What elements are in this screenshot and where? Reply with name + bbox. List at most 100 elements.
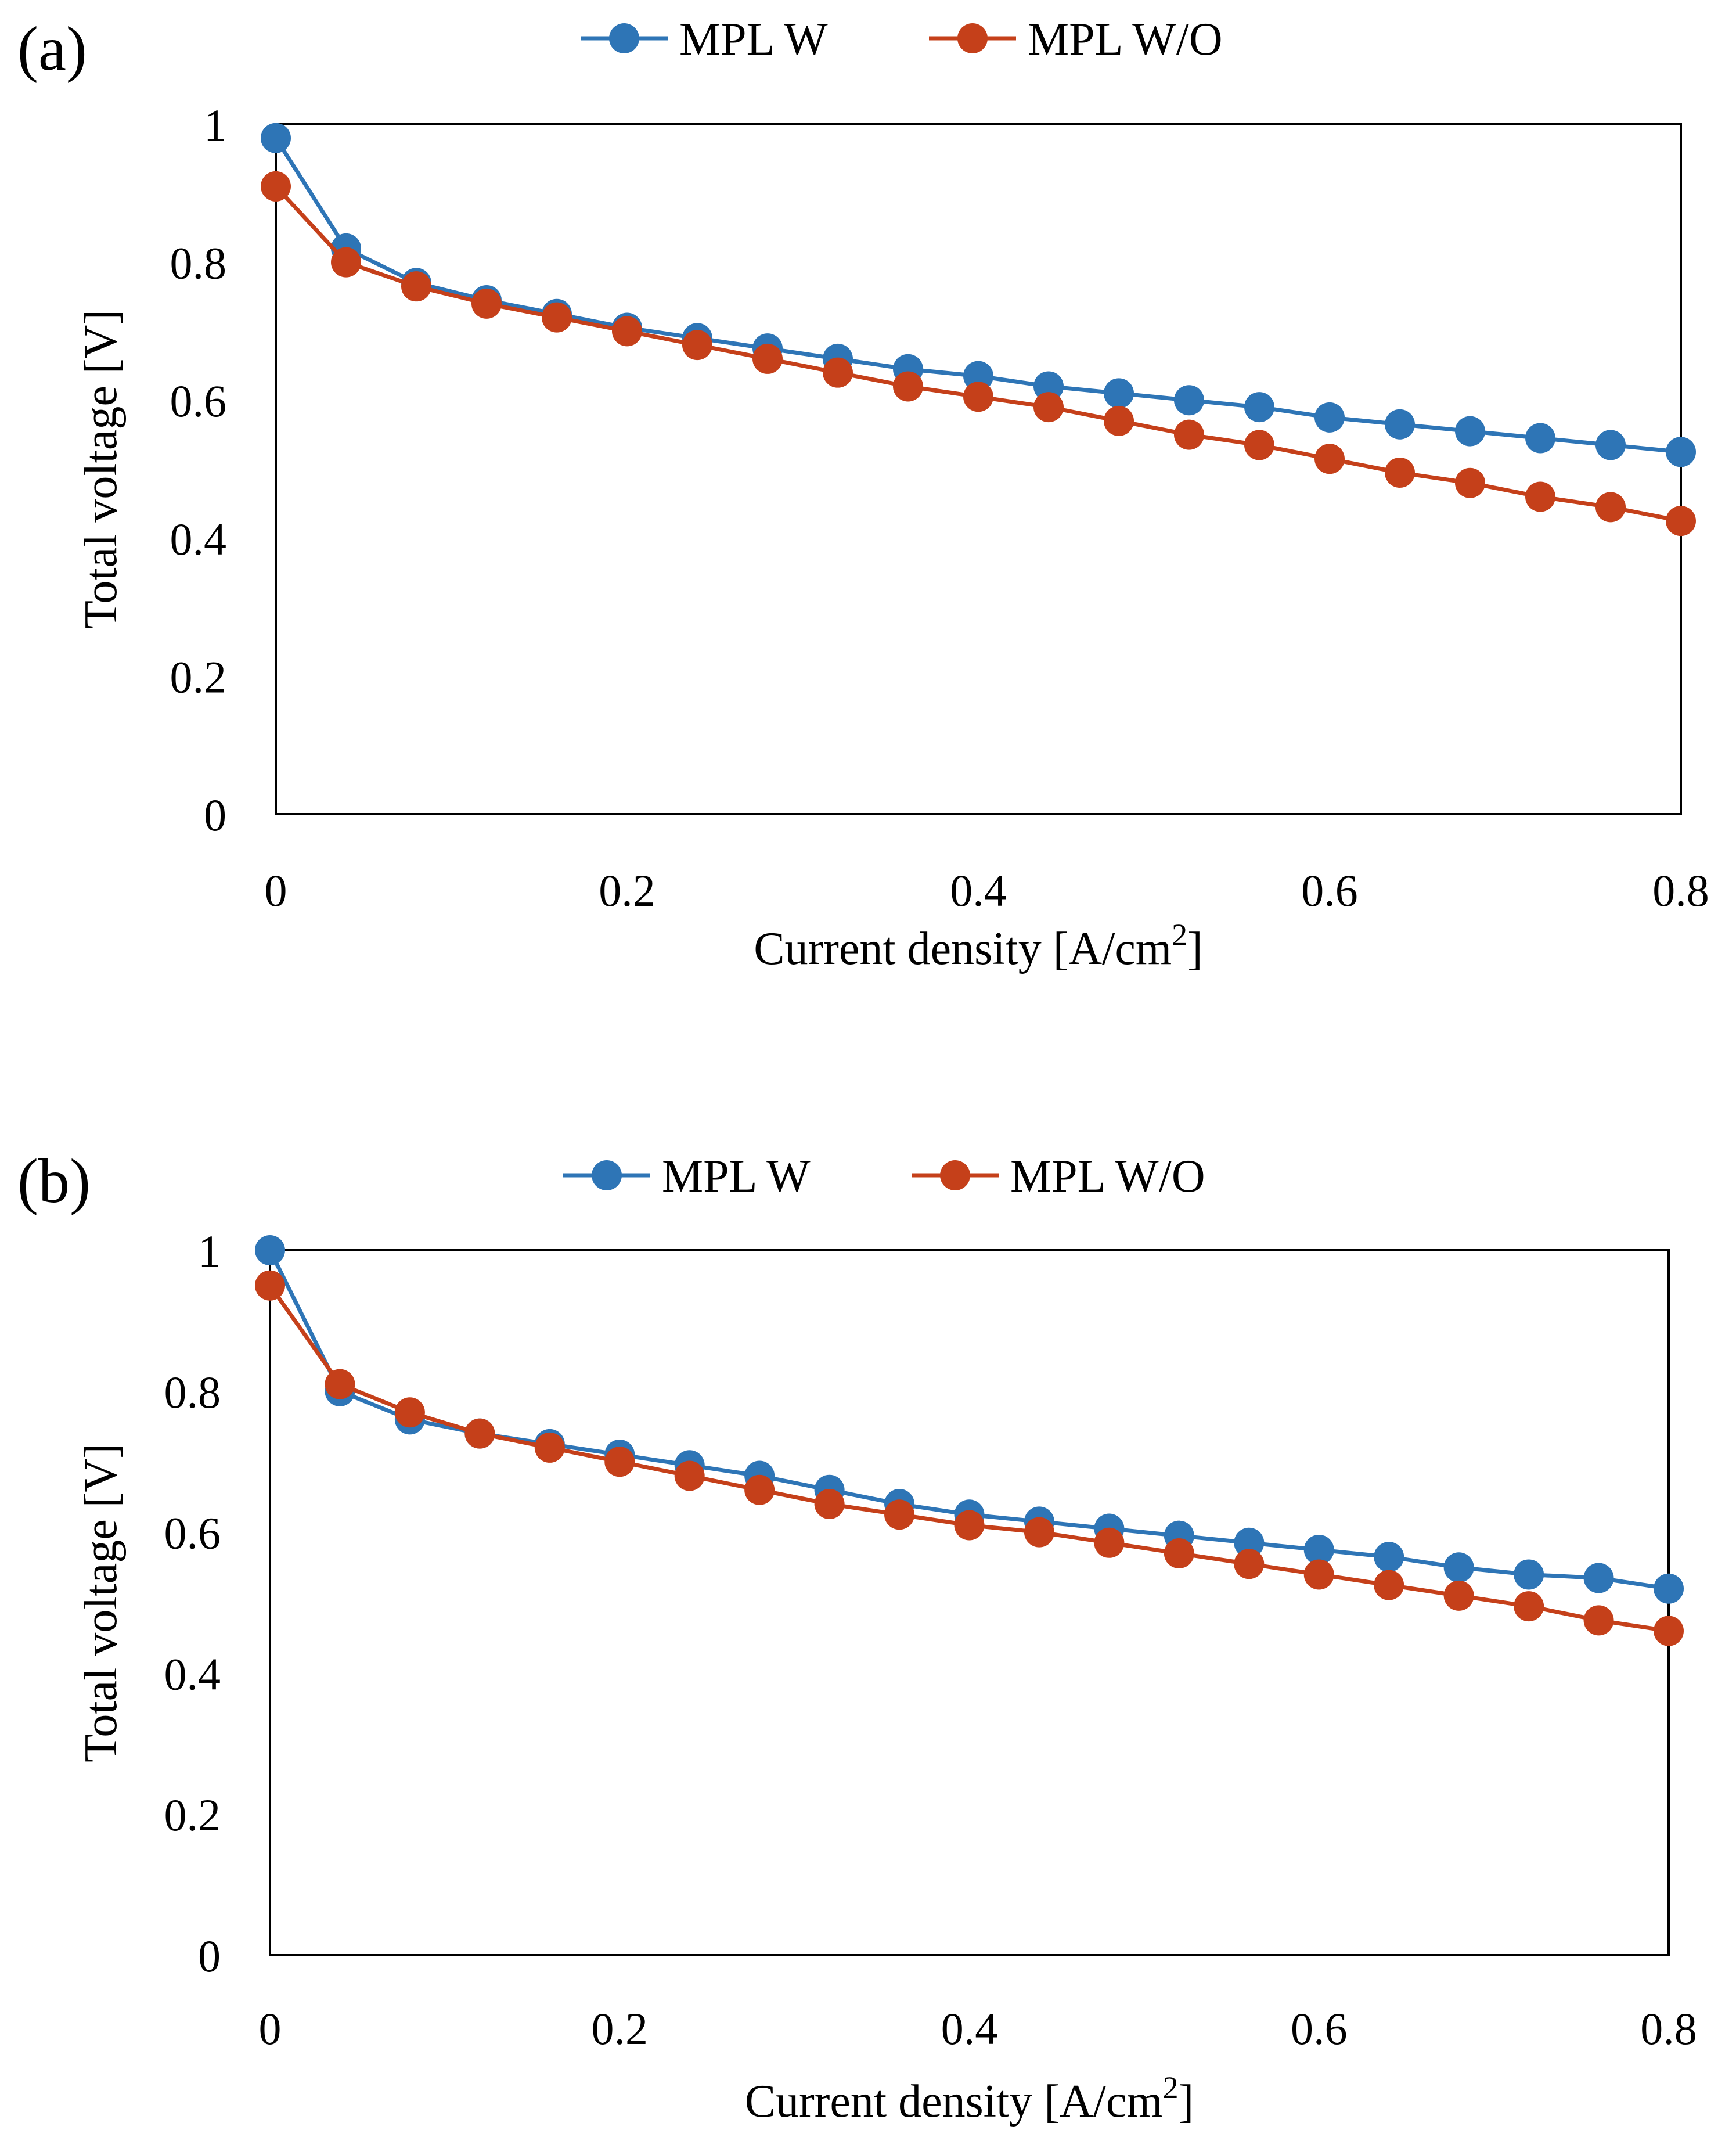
data-point <box>1583 1563 1614 1593</box>
data-point <box>752 343 783 374</box>
data-point <box>1024 1517 1054 1548</box>
data-point <box>682 330 712 361</box>
data-point <box>1174 419 1204 450</box>
x-tick-label: 0.4 <box>950 865 1007 916</box>
data-point <box>604 1447 635 1477</box>
data-point <box>1455 416 1485 447</box>
data-point <box>963 382 993 412</box>
y-tick-label: 1 <box>198 1226 221 1276</box>
data-point <box>471 288 502 319</box>
data-point <box>612 316 642 347</box>
data-point <box>1654 1573 1684 1604</box>
x-axis-label: Current density [A/cm2] <box>754 918 1202 974</box>
y-tick-label: 0.2 <box>170 652 227 702</box>
legend-label: MPL W/O <box>1010 1151 1205 1202</box>
data-point <box>1104 378 1134 409</box>
data-point <box>1385 457 1415 488</box>
y-axis-label: Total voltage [V] <box>75 310 127 629</box>
data-point <box>1654 1616 1684 1646</box>
series-mpl-wo <box>255 1270 1684 1646</box>
data-point <box>401 271 431 302</box>
data-point <box>1244 430 1274 460</box>
chart-panel-a: (a) 0 0.2 0.4 0.6 0.8 1 0 0.2 0.4 0.6 0.8 Current de… <box>17 14 1709 974</box>
data-point <box>893 371 923 402</box>
y-axis-label: Total voltage [V] <box>75 1443 127 1762</box>
y-tick-label: 0 <box>198 1931 221 1981</box>
data-point <box>1244 392 1274 423</box>
x-axis-label-text: Current density [A/cm <box>754 923 1172 974</box>
series-mpl-wo <box>261 171 1696 537</box>
x-tick-label: 0.8 <box>1640 2003 1697 2054</box>
y-tick-label: 0.2 <box>164 1790 221 1840</box>
x-axis-label-end: ] <box>1179 2076 1194 2127</box>
y-tick-label: 0.4 <box>170 514 227 564</box>
data-point <box>534 1432 565 1463</box>
data-point <box>1385 409 1415 440</box>
data-point <box>261 171 291 202</box>
x-axis-label-superscript: 2 <box>1172 918 1187 952</box>
data-point <box>1303 1559 1334 1590</box>
data-point <box>1525 481 1555 512</box>
panel-label: (a) <box>17 15 87 84</box>
data-point <box>1595 430 1626 460</box>
x-tick-label: 0.6 <box>1291 2003 1348 2054</box>
data-point <box>1104 405 1134 436</box>
data-point <box>1234 1527 1265 1558</box>
data-point <box>1314 402 1345 433</box>
legend-marker <box>609 23 639 53</box>
data-point <box>1525 423 1555 454</box>
data-point <box>331 247 361 278</box>
data-point <box>1374 1542 1404 1573</box>
x-tick-label: 0.6 <box>1301 865 1358 916</box>
data-point <box>542 302 572 333</box>
data-point <box>1666 437 1696 467</box>
legend: MPL W MPL W/O <box>581 14 1223 65</box>
data-point <box>1303 1534 1334 1565</box>
data-point <box>954 1510 985 1541</box>
y-tick-label: 0.8 <box>164 1367 221 1417</box>
data-point <box>1583 1605 1614 1636</box>
data-point <box>1314 444 1345 474</box>
y-tick-label: 0.6 <box>170 376 227 426</box>
data-point <box>814 1489 845 1520</box>
data-point <box>1595 492 1626 523</box>
panel-label: (b) <box>17 1147 91 1216</box>
legend-label: MPL W <box>662 1151 811 1202</box>
x-axis-label-end: ] <box>1187 923 1203 974</box>
y-tick-label: 0.8 <box>170 238 227 289</box>
x-axis-label-superscript: 2 <box>1163 2070 1179 2105</box>
data-point <box>1443 1580 1474 1611</box>
data-point <box>963 361 993 391</box>
x-tick-label: 0.2 <box>592 2003 649 2054</box>
data-point <box>1443 1552 1474 1583</box>
y-tick-label: 0 <box>204 790 226 840</box>
data-point <box>1514 1559 1544 1590</box>
data-point <box>1033 371 1064 402</box>
x-tick-label: 0 <box>265 865 287 916</box>
legend-marker <box>957 23 988 53</box>
data-point <box>1174 385 1204 416</box>
data-point <box>325 1369 355 1399</box>
x-tick-label: 0.4 <box>941 2003 998 2054</box>
x-tick-label: 0.8 <box>1652 865 1709 916</box>
data-point <box>1666 506 1696 537</box>
data-point <box>1094 1527 1125 1558</box>
x-axis-label-text: Current density [A/cm <box>745 2076 1163 2127</box>
data-point <box>1234 1549 1265 1579</box>
y-tick-label: 1 <box>204 100 226 150</box>
y-tick-label: 0.4 <box>164 1649 221 1699</box>
data-point <box>1455 467 1485 498</box>
legend-marker <box>592 1160 622 1190</box>
x-axis-label: Current density [A/cm2] <box>745 2070 1194 2127</box>
x-tick-label: 0.2 <box>599 865 655 916</box>
chart-panel-b: (b) 0 0.2 0.4 0.6 0.8 1 0 0.2 0.4 0.6 0.8 Current de… <box>17 1147 1697 2127</box>
data-point <box>1374 1570 1404 1600</box>
data-point <box>674 1460 705 1491</box>
data-point <box>884 1499 915 1530</box>
data-point <box>744 1474 775 1505</box>
data-point <box>394 1397 425 1428</box>
y-tick-label: 0.6 <box>164 1508 221 1559</box>
data-point <box>464 1418 495 1449</box>
data-point <box>255 1235 285 1265</box>
